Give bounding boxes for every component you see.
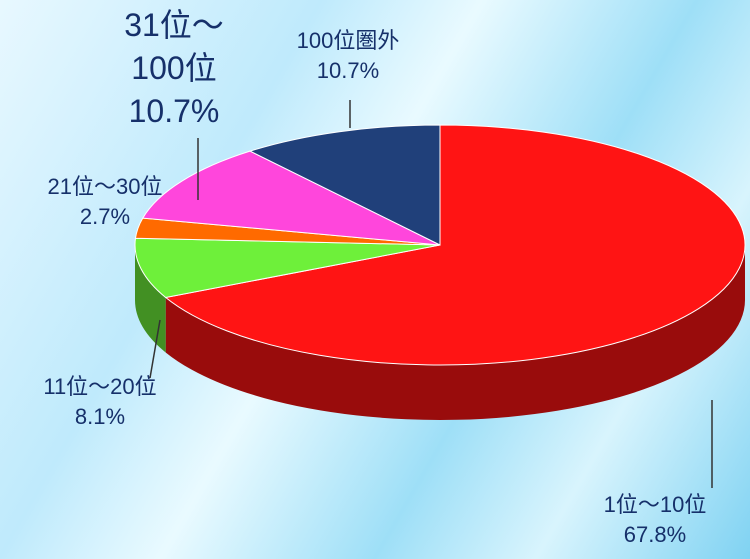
pie-slice	[164, 124, 746, 366]
slice-label: 31位～100位 10.7%	[118, 4, 230, 133]
pie-slice	[134, 237, 441, 298]
slice-label: 11位～20位 8.1%	[20, 372, 180, 432]
slice-label: 100位圏外 10.7%	[268, 26, 428, 86]
value-label: 67.8%	[623, 522, 687, 547]
category-label: 1位～10位	[603, 492, 707, 517]
leader-line	[149, 319, 161, 379]
category-label: 11位～20位	[43, 374, 157, 399]
category-label: 100位圏外	[296, 28, 400, 53]
category-label: 21位～30位	[47, 174, 163, 199]
pie-slice-side	[165, 245, 745, 420]
category-label: 31位～100位	[124, 7, 224, 86]
value-label: 10.7%	[128, 93, 220, 129]
slice-label: 21位～30位 2.7%	[20, 172, 190, 232]
value-label: 8.1%	[74, 404, 126, 429]
value-label: 10.7%	[316, 58, 380, 83]
pie-slice	[248, 124, 441, 246]
pie-slice	[141, 150, 441, 246]
value-label: 2.7%	[79, 204, 131, 229]
slice-label: 1位～10位 67.8%	[585, 490, 725, 550]
